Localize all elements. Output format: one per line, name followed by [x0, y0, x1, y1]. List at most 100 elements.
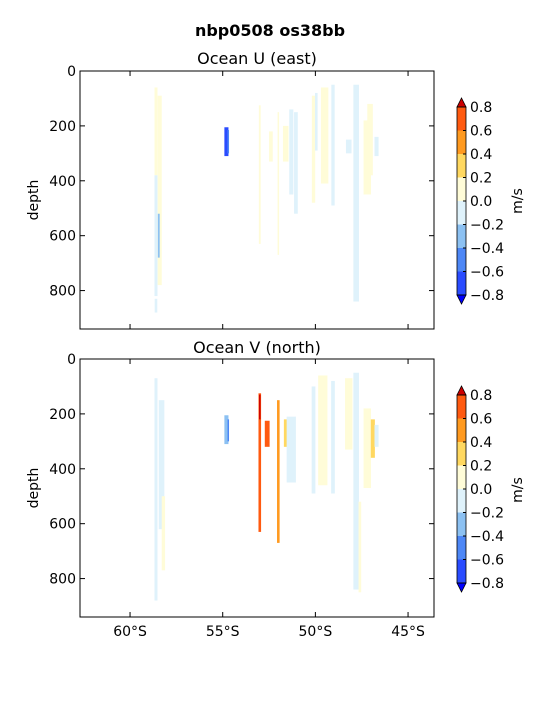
data-cell: [224, 127, 229, 157]
colorbar-tick-label: −0.4: [470, 529, 504, 545]
data-cell: [289, 109, 294, 195]
data-cell: [363, 120, 371, 195]
ocean-v-panel: Ocean V (north) depth 60°S 55°S 50°S 45°S 0…: [26, 338, 526, 640]
data-cell: [161, 496, 166, 571]
data-cell: [345, 378, 353, 450]
y-tick-label: 400: [49, 174, 76, 190]
y-axis-label: depth: [26, 180, 42, 221]
data-cell: [157, 95, 162, 286]
data-cell: [374, 424, 379, 447]
colorbar-tick-label: −0.8: [470, 288, 504, 304]
data-cell: [277, 112, 280, 255]
colorbar-tick-label: 0.8: [470, 100, 492, 116]
colorbar-bin: [457, 418, 466, 442]
colorbar-under-arrow: [456, 582, 467, 593]
colorbar-over-arrow: [456, 385, 467, 396]
colorbar-tick-label: 0.6: [470, 412, 492, 428]
data-cell: [224, 415, 229, 445]
data-cell: [227, 419, 230, 442]
data-cell: [311, 386, 316, 494]
colorbar-under-arrow: [456, 294, 467, 305]
colorbar-tick-label: −0.6: [470, 265, 504, 281]
data-cell: [258, 105, 261, 244]
plot-frame: [79, 70, 435, 330]
panel-title: Ocean V (north): [193, 338, 321, 357]
y-tick-label: 200: [49, 119, 76, 135]
colorbar-bin: [457, 248, 466, 272]
colorbar-label: m/s: [510, 188, 526, 214]
colorbar: −0.8 −0.6 −0.4 −0.2 0.0 0.2 0.4 0.6 0.8: [456, 385, 504, 593]
data-cell: [320, 87, 329, 184]
y-ticks: 0 200 400 600 800: [49, 352, 434, 588]
y-tick-label: 200: [49, 407, 76, 423]
colorbar-bin: [457, 130, 466, 154]
data-cell: [157, 213, 160, 258]
data-cell: [227, 130, 230, 154]
colorbar-tick-label: 0.2: [470, 171, 492, 187]
colorbar-bin: [457, 536, 466, 560]
colorbar-tick-label: −0.4: [470, 241, 504, 257]
x-tick-label: 55°S: [206, 624, 240, 640]
data-cell: [158, 400, 165, 530]
colorbar-tick-label: −0.8: [470, 576, 504, 592]
data-cell: [269, 131, 273, 162]
colorbar-bin: [457, 271, 466, 295]
colorbar-label: m/s: [510, 477, 526, 503]
colorbar-bin: [457, 559, 466, 583]
x-tick-label: 60°S: [113, 624, 147, 640]
colorbar-tick-label: 0.4: [470, 435, 492, 451]
colorbar-bin: [457, 107, 466, 131]
data-cell: [345, 139, 352, 154]
colorbar-bin: [457, 489, 466, 513]
data-cell: [315, 92, 318, 151]
data-cell: [318, 375, 328, 486]
data-cell: [353, 372, 359, 590]
colorbar-tick-label: −0.2: [470, 218, 504, 234]
data-cell: [353, 84, 359, 302]
colorbar-over-arrow: [456, 97, 467, 108]
colorbar-bin: [457, 395, 466, 419]
colorbar-bin: [457, 177, 466, 201]
y-ticks: 0 200 400 600 800: [49, 64, 434, 300]
figure-suptitle: nbp0508 os38bb: [195, 21, 345, 40]
colorbar-bin: [457, 154, 466, 178]
data-cell: [311, 95, 316, 203]
data-cell: [264, 420, 270, 447]
x-tick-label: 45°S: [391, 624, 425, 640]
data-cell: [259, 394, 261, 420]
y-axis-label: depth: [26, 468, 42, 509]
data-cell: [286, 416, 296, 483]
colorbar-tick-label: 0.8: [470, 388, 492, 404]
data-cell: [374, 136, 379, 157]
data-cell: [358, 501, 362, 593]
colorbar-bin: [457, 442, 466, 466]
colorbar-tick-label: −0.2: [470, 506, 504, 522]
y-tick-label: 400: [49, 462, 76, 478]
data-cell: [258, 393, 262, 532]
data-cell: [277, 400, 280, 543]
colorbar-bin: [457, 465, 466, 489]
data-cell: [154, 175, 158, 297]
y-tick-label: 800: [49, 284, 76, 300]
colorbar-bin: [457, 512, 466, 536]
data-cell: [331, 380, 335, 494]
panel-title: Ocean U (east): [197, 49, 317, 68]
plot-frame: [79, 358, 435, 618]
data-cell: [363, 408, 371, 488]
data-cell: [294, 112, 298, 214]
data-cell: [282, 125, 289, 162]
y-tick-label: 0: [67, 352, 76, 368]
data-cell: [154, 298, 158, 313]
data-cell: [367, 103, 373, 176]
colorbar-tick-label: 0.0: [470, 194, 492, 210]
data-cells: [154, 372, 379, 601]
data-cell: [331, 84, 335, 206]
colorbar: −0.8 −0.6 −0.4 −0.2 0.0 0.2 0.4 0.6 0.8: [456, 97, 504, 305]
colorbar-tick-label: 0.6: [470, 124, 492, 140]
data-cell: [370, 419, 375, 458]
y-tick-label: 800: [49, 572, 76, 588]
colorbar-bin: [457, 201, 466, 225]
y-tick-label: 600: [49, 517, 76, 533]
data-cell: [283, 419, 288, 447]
